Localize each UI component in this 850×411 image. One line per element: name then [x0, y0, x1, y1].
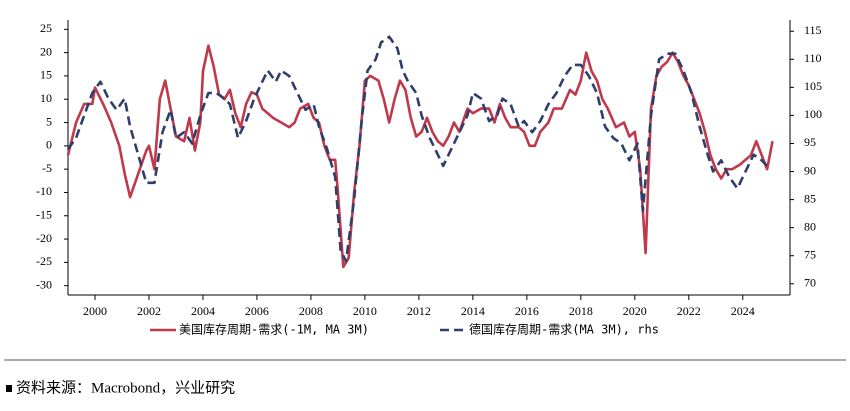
y-tick-label: -5 [42, 161, 52, 175]
y-tick-label: 10 [40, 91, 52, 105]
y-tick-label: -15 [36, 208, 52, 222]
y-tick-label: -25 [36, 254, 52, 268]
y2-tick-label: 115 [804, 23, 822, 37]
y-tick-label: -20 [36, 231, 52, 245]
y2-tick-label: 85 [804, 191, 816, 205]
x-tick-label: 2000 [83, 304, 107, 318]
x-tick-label: 2018 [569, 304, 593, 318]
y2-tick-label: 80 [804, 219, 816, 233]
y-tick-label: 20 [40, 44, 52, 58]
x-tick-label: 2022 [677, 304, 701, 318]
y-tick-label: 25 [40, 21, 52, 35]
y-tick-label: -10 [36, 184, 52, 198]
y2-tick-label: 95 [804, 135, 816, 149]
x-tick-label: 2012 [407, 304, 431, 318]
y-tick-label: -30 [36, 277, 52, 291]
y-tick-label: 0 [46, 138, 52, 152]
y2-tick-label: 70 [804, 276, 816, 290]
x-tick-label: 2010 [353, 304, 377, 318]
y2-tick-label: 110 [804, 51, 822, 65]
series-line [66, 44, 774, 269]
x-tick-label: 2008 [299, 304, 323, 318]
x-tick-label: 2002 [137, 304, 161, 318]
y2-tick-label: 90 [804, 163, 816, 177]
legend-label: 德国库存周期-需求(MA 3M), rhs [469, 322, 659, 337]
x-tick-label: 2024 [731, 304, 755, 318]
y2-tick-label: 105 [804, 79, 822, 93]
x-tick-label: 2014 [461, 304, 485, 318]
y2-tick-label: 100 [804, 107, 822, 121]
x-tick-label: 2006 [245, 304, 269, 318]
x-tick-label: 2016 [515, 304, 539, 318]
y-tick-label: 5 [46, 114, 52, 128]
x-tick-label: 2004 [191, 304, 215, 318]
legend-label: 美国库存周期-需求(-1M, MA 3M) [179, 322, 369, 337]
y-tick-label: 15 [40, 68, 52, 82]
source: 资料来源：Macrobond，兴业研究 [16, 379, 235, 396]
x-tick-label: 2020 [623, 304, 647, 318]
bullet [6, 385, 12, 392]
series-line [66, 35, 769, 263]
y2-tick-label: 75 [804, 247, 816, 261]
